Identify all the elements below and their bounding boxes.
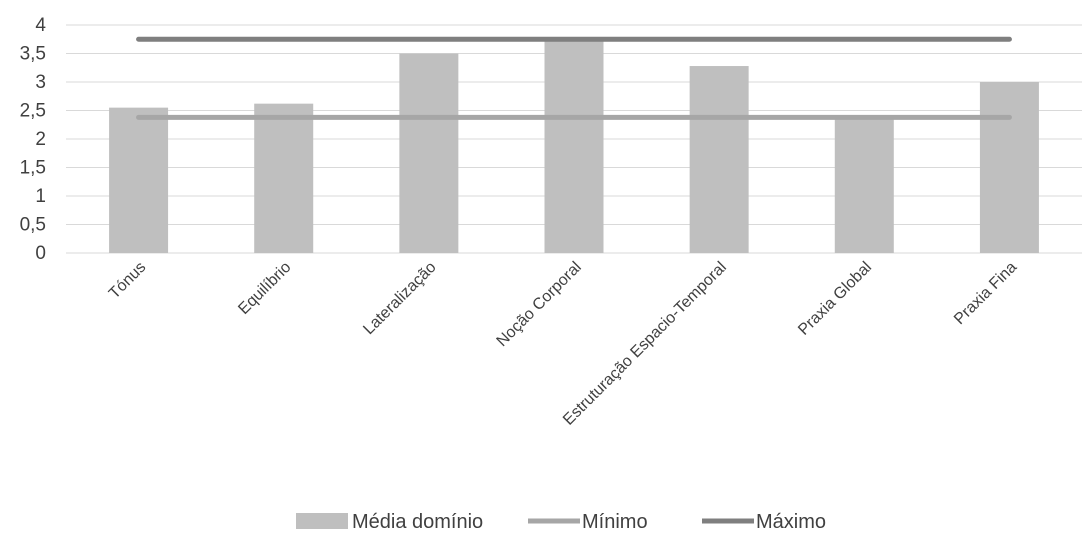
- bar: [254, 103, 314, 253]
- y-tick-label: 1: [35, 186, 46, 207]
- legend-label: Máximo: [756, 511, 826, 533]
- y-tick-label: 3: [35, 72, 46, 93]
- y-tick-label: 2,5: [20, 101, 46, 122]
- y-tick-label: 4: [35, 15, 46, 36]
- x-tick-label: Praxia Fina: [951, 259, 1020, 328]
- bar: [544, 39, 604, 253]
- x-tick-label: Estruturação Espacio-Temporal: [560, 259, 730, 429]
- legend-swatch: [296, 513, 348, 529]
- y-tick-label: 0: [35, 243, 46, 264]
- y-tick-label: 2: [35, 129, 46, 150]
- x-tick-label: Tónus: [106, 259, 149, 302]
- bar: [979, 82, 1039, 253]
- y-tick-label: 1,5: [20, 158, 46, 179]
- bar: [399, 53, 459, 253]
- legend-label: Média domínio: [352, 511, 483, 533]
- y-tick-label: 0,5: [20, 215, 46, 236]
- x-tick-label: Lateralização: [360, 259, 439, 338]
- x-tick-label: Noção Corporal: [494, 259, 585, 350]
- legend-label: Mínimo: [582, 511, 648, 533]
- bar: [834, 116, 894, 253]
- x-tick-label: Equilíbrio: [235, 259, 294, 318]
- x-tick-label: Praxia Global: [795, 259, 875, 339]
- bar: [109, 107, 169, 254]
- bar: [689, 66, 749, 253]
- y-tick-label: 3,5: [20, 44, 46, 65]
